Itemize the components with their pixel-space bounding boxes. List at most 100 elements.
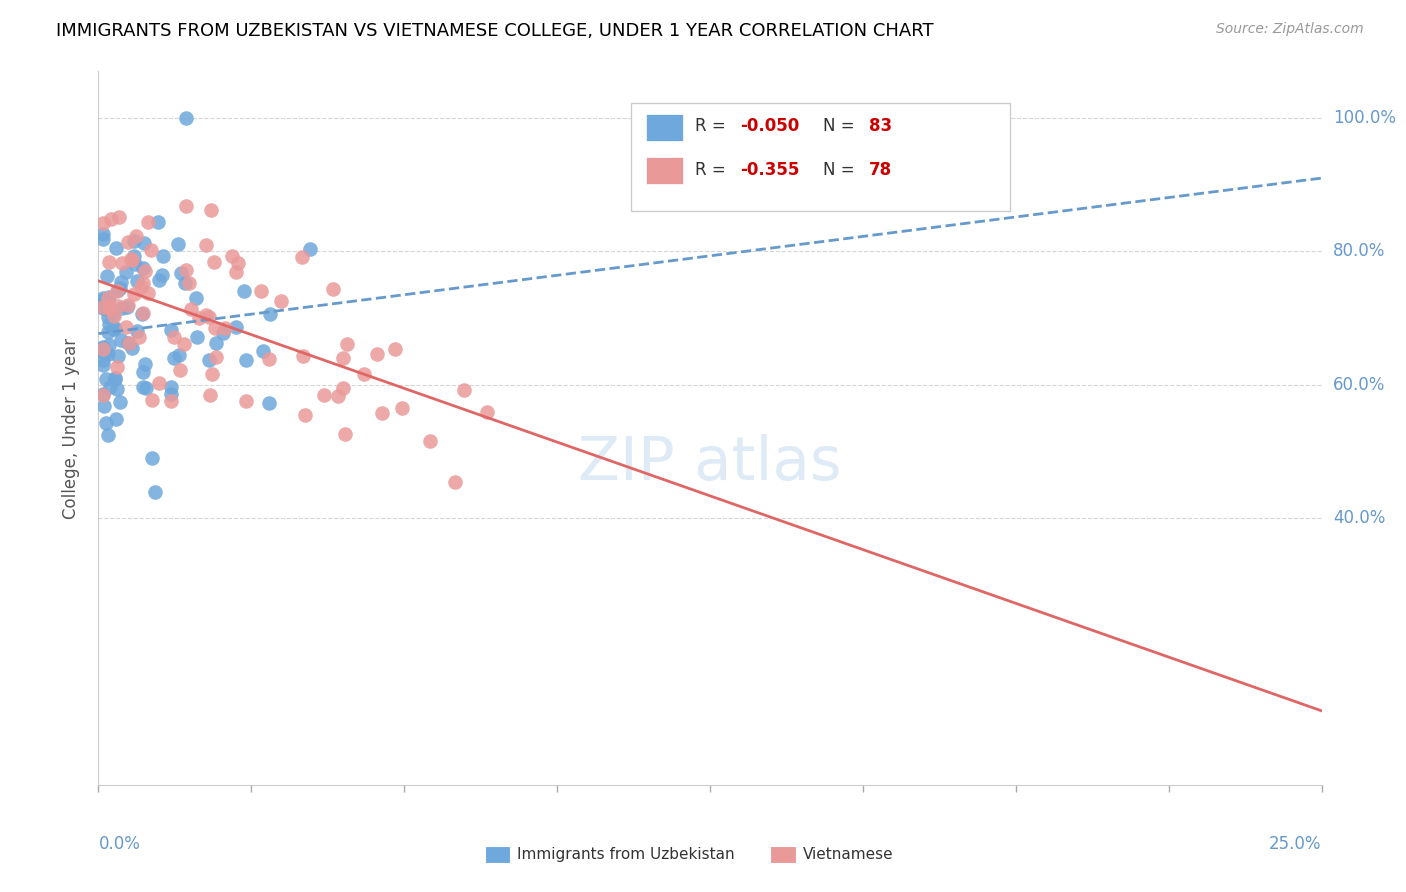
Point — [174, 199, 197, 213]
Point — [353, 368, 375, 382]
Point — [225, 320, 247, 334]
Point — [91, 300, 114, 314]
Point — [110, 334, 132, 348]
Point — [294, 408, 316, 422]
Text: 25.0%: 25.0% — [1270, 835, 1322, 853]
Point — [163, 351, 186, 366]
Text: -0.050: -0.050 — [741, 118, 800, 136]
Point — [197, 353, 219, 368]
Point — [177, 276, 200, 290]
Point — [135, 381, 157, 395]
Point — [198, 388, 221, 402]
Point — [200, 202, 222, 217]
Point — [91, 293, 114, 307]
Point — [101, 308, 124, 322]
Text: 80.0%: 80.0% — [1333, 243, 1385, 260]
Point — [131, 307, 153, 321]
Point — [205, 336, 228, 351]
Point — [139, 243, 162, 257]
Point — [98, 380, 121, 394]
Text: ZIP atlas: ZIP atlas — [578, 434, 842, 493]
Point — [94, 372, 117, 386]
Point — [333, 426, 356, 441]
Point — [121, 341, 143, 355]
Text: -0.355: -0.355 — [741, 161, 800, 178]
Text: 0.0%: 0.0% — [98, 835, 141, 853]
Point — [91, 358, 114, 372]
Point — [259, 307, 281, 321]
Point — [91, 342, 114, 356]
Point — [127, 324, 149, 338]
Point — [91, 387, 114, 401]
Point — [134, 357, 156, 371]
Text: 100.0%: 100.0% — [1333, 109, 1396, 127]
Text: Source: ZipAtlas.com: Source: ZipAtlas.com — [1216, 22, 1364, 37]
Point — [202, 254, 225, 268]
Point — [336, 336, 359, 351]
Point — [125, 228, 148, 243]
Point — [98, 302, 121, 317]
Point — [103, 310, 125, 324]
Point — [173, 276, 195, 290]
Point — [98, 338, 121, 352]
Point — [115, 301, 138, 315]
Point — [291, 250, 314, 264]
Text: Vietnamese: Vietnamese — [803, 847, 893, 862]
FancyBboxPatch shape — [630, 103, 1010, 211]
Point — [180, 302, 202, 317]
Point — [174, 263, 197, 277]
Point — [134, 236, 156, 251]
Point — [98, 299, 121, 313]
Point — [384, 342, 406, 356]
Point — [91, 227, 114, 241]
Point — [108, 281, 131, 295]
Point — [91, 344, 114, 359]
Point — [419, 434, 441, 448]
Point — [160, 387, 183, 401]
Point — [148, 376, 170, 390]
Point — [235, 393, 257, 408]
Point — [107, 283, 129, 297]
Point — [221, 249, 243, 263]
Point — [225, 264, 247, 278]
Bar — [647, 114, 683, 141]
Point — [184, 291, 207, 305]
Point — [117, 235, 139, 249]
Point — [235, 353, 257, 368]
Point — [252, 344, 274, 359]
Text: N =: N = — [823, 118, 859, 136]
Point — [148, 215, 170, 229]
Point — [120, 252, 142, 266]
Point — [194, 238, 217, 252]
Point — [453, 383, 475, 397]
Point — [129, 279, 152, 293]
Point — [97, 291, 120, 305]
Point — [322, 282, 344, 296]
Point — [143, 484, 166, 499]
Point — [332, 351, 354, 365]
Point — [117, 335, 139, 350]
Point — [105, 241, 128, 255]
Point — [166, 236, 188, 251]
Text: 40.0%: 40.0% — [1333, 509, 1385, 527]
Point — [195, 309, 218, 323]
Point — [141, 451, 163, 466]
Text: 60.0%: 60.0% — [1333, 376, 1385, 393]
Point — [169, 348, 191, 362]
Point — [332, 381, 354, 395]
Point — [117, 298, 139, 312]
Point — [94, 346, 117, 360]
Point — [93, 340, 115, 354]
Point — [132, 276, 155, 290]
Point — [108, 395, 131, 409]
Point — [103, 371, 125, 385]
Point — [91, 301, 114, 316]
Point — [132, 365, 155, 379]
Point — [128, 330, 150, 344]
Point — [97, 427, 120, 442]
Text: N =: N = — [823, 161, 859, 178]
Point — [160, 394, 183, 409]
Point — [174, 111, 197, 125]
Point — [97, 326, 120, 340]
Point — [104, 320, 127, 334]
